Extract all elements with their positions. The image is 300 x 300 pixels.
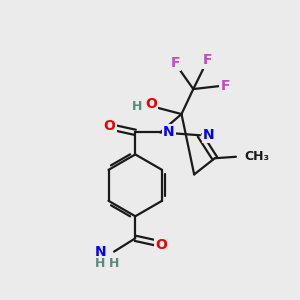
Text: O: O: [104, 118, 116, 133]
Text: O: O: [155, 238, 167, 252]
Text: N: N: [95, 244, 107, 259]
Text: F: F: [171, 56, 180, 70]
Text: N: N: [163, 125, 175, 139]
Text: H: H: [132, 100, 142, 112]
Text: F: F: [202, 53, 212, 68]
Text: H: H: [109, 257, 119, 271]
Text: F: F: [220, 79, 230, 93]
Text: N: N: [203, 128, 214, 142]
Text: O: O: [145, 98, 157, 111]
Text: CH₃: CH₃: [244, 150, 269, 163]
Text: H: H: [95, 257, 105, 271]
